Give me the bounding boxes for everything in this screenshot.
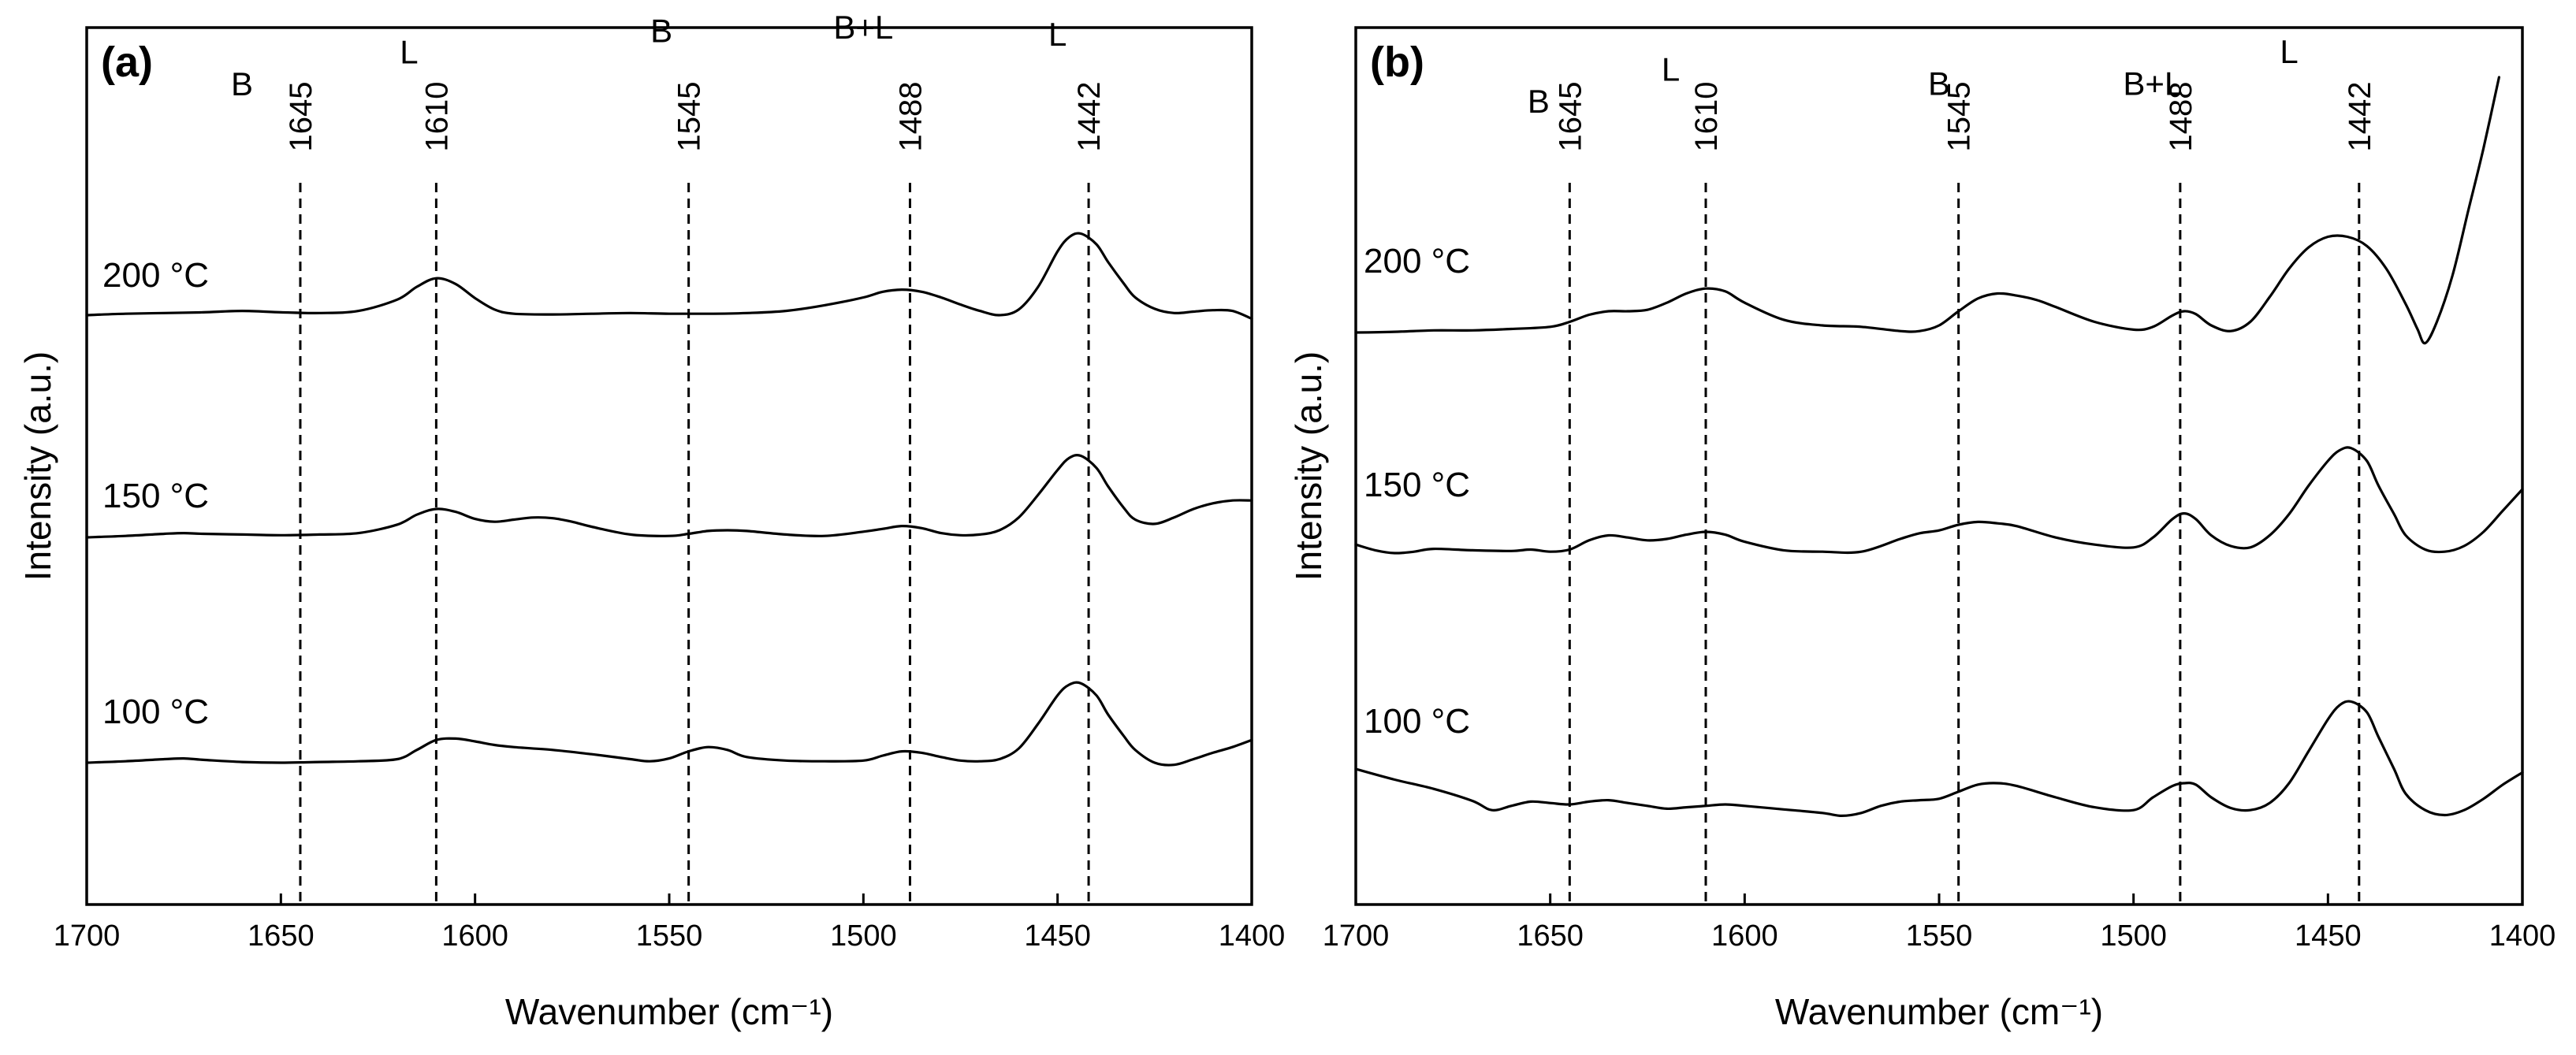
x-tick-label: 1650: [1517, 919, 1584, 953]
peak-label-1545: 1545: [1942, 82, 1977, 152]
plot-frame: [1354, 26, 2524, 906]
x-tick-label: 1700: [1323, 919, 1390, 953]
peak-label-1610: 1610: [419, 82, 454, 152]
spectrum-line-150C: [85, 454, 1253, 539]
x-tick-label: 1500: [2100, 919, 2167, 953]
peak-label-1645: 1645: [1553, 82, 1588, 152]
x-tick-label: 1600: [1711, 919, 1778, 953]
series-label-100C: 100 °C: [102, 693, 209, 731]
band-label: B: [650, 13, 672, 50]
spectrum-line-200C: [85, 232, 1253, 321]
x-tick-label: 1650: [248, 919, 315, 953]
y-axis-label: Intensity (a.u.): [17, 351, 58, 581]
spectrum-line-100C: [85, 681, 1253, 767]
band-label: B+L: [2123, 65, 2183, 102]
peak-label-1488: 1488: [893, 82, 928, 152]
band-label: B: [1928, 65, 1950, 102]
plot-frame: [85, 26, 1253, 906]
x-axis-label: Wavenumber (cm⁻¹): [1775, 991, 2103, 1032]
peak-label-1645: 1645: [284, 82, 318, 152]
x-axis-label: Wavenumber (cm⁻¹): [505, 991, 833, 1032]
spectrum-line-150C: [1354, 446, 2524, 555]
peak-label-1442: 1442: [2343, 82, 2377, 152]
band-label: L: [400, 34, 418, 71]
x-tick-label: 1500: [830, 919, 897, 953]
y-axis-label: Intensity (a.u.): [1288, 351, 1329, 581]
panel-label: (a): [101, 39, 153, 86]
x-tick-label: 1450: [2295, 919, 2362, 953]
chart-panel-a: 1700 1650 1600 1550 1500 1450 1400 Wavenumber (…: [17, 9, 1285, 1032]
chart-panel-b: 1700 1650 1600 1550 1500 1450 1400 Wavenumber (…: [1288, 26, 2556, 1032]
band-label: L: [1662, 51, 1680, 88]
peak-label-1488: 1488: [2164, 82, 2198, 152]
band-label: L: [1048, 16, 1067, 53]
series-label-200C: 200 °C: [1364, 242, 1470, 280]
band-label: B: [231, 65, 253, 102]
x-tick-label: 1600: [441, 919, 508, 953]
band-label: B: [1528, 83, 1550, 120]
peak-label-1610: 1610: [1689, 82, 1724, 152]
band-label: L: [2280, 33, 2298, 70]
x-tick-label: 1450: [1024, 919, 1091, 953]
x-tick-label: 1400: [1219, 919, 1286, 953]
x-tick-label: 1550: [1906, 919, 1973, 953]
band-label: B+L: [833, 9, 893, 46]
x-tick-label: 1400: [2489, 919, 2556, 953]
series-label-150C: 150 °C: [102, 477, 209, 515]
x-tick-label: 1700: [54, 919, 121, 953]
series-label-150C: 150 °C: [1364, 466, 1470, 504]
panel-label: (b): [1370, 39, 1424, 86]
series-label-200C: 200 °C: [102, 256, 209, 295]
spectrum-line-200C: [1354, 76, 2500, 345]
spectrum-line-100C: [1354, 700, 2524, 817]
series-label-100C: 100 °C: [1364, 702, 1470, 741]
peak-label-1442: 1442: [1072, 82, 1107, 152]
peak-label-1545: 1545: [672, 82, 707, 152]
x-tick-label: 1550: [636, 919, 703, 953]
